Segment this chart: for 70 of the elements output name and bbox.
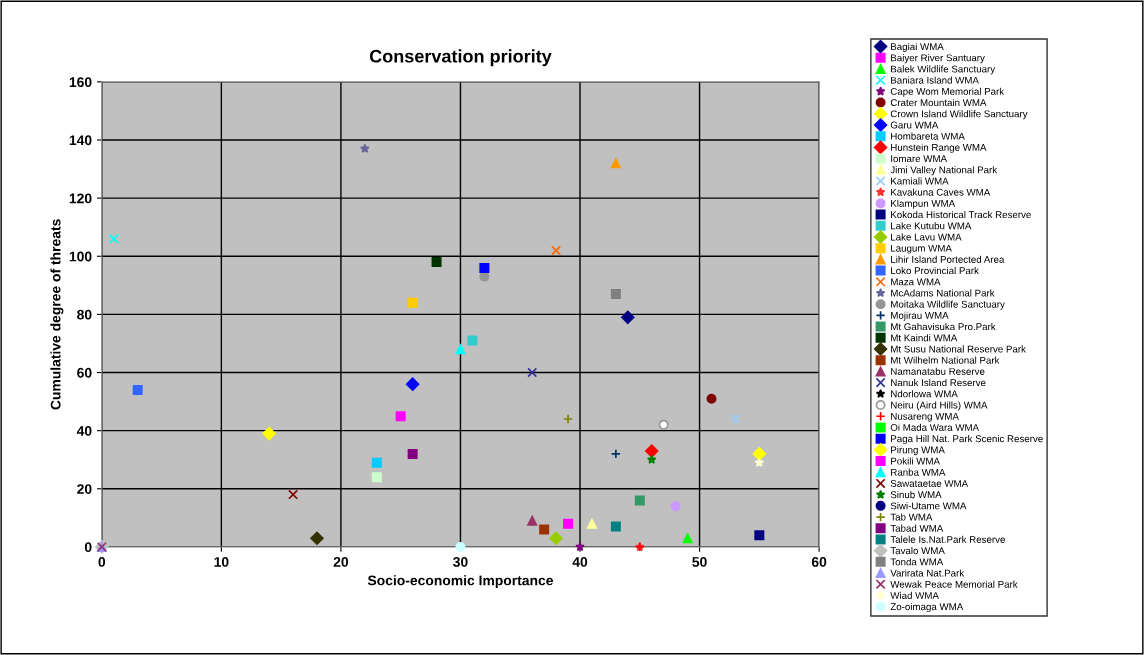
legend-label: Paga Hill Nat. Park Scenic Reserve <box>891 434 1043 445</box>
x-tick-label: 10 <box>214 557 229 567</box>
x-tick-label: 60 <box>811 557 827 567</box>
legend-label: Zo-oimaga WMA <box>890 603 964 613</box>
legend-label: Varirata Nat.Park <box>890 569 965 577</box>
legend-label: Cape Wom Memorial Park <box>890 87 1005 97</box>
legend-label: Lake Kutubu WMA <box>891 222 972 230</box>
legend-label: Bagiai WMA <box>891 42 944 52</box>
legend-label: Kokoda Historical Track Reserve <box>891 210 1031 219</box>
legend-label: Tavalo WMA <box>890 547 945 555</box>
legend-label: Hombareta WMA <box>891 132 965 140</box>
legend-label: Lihir Island Portected Area <box>891 255 1005 263</box>
legend-label: Laugum WMA <box>891 244 952 254</box>
legend-label: Jimi Valley National Park <box>890 166 998 176</box>
legend-label: Pirung WMA <box>891 446 945 456</box>
legend-label: Moitaka Wildlife Sanctuary <box>891 300 1005 310</box>
legend-label: Talele Is.Nat.Park Reserve <box>890 535 1005 543</box>
y-tick-label: 0 <box>84 542 92 553</box>
legend-label: Garu WMA <box>890 121 939 129</box>
x-tick-label: 40 <box>572 557 588 567</box>
chart-title: Conservation priority <box>369 49 552 67</box>
y-axis-title: Cumulative degree of threats <box>50 219 64 410</box>
legend-label: Pokili WMA <box>891 457 940 465</box>
legend-label: Ranba WMA <box>891 468 946 476</box>
x-axis-title: Socio-economic Importance <box>367 575 553 589</box>
legend-label: Wiad WMA <box>890 591 939 599</box>
legend-label: Sinub WMA <box>890 491 942 499</box>
legend-label: Mt Kaindi WMA <box>891 334 958 342</box>
x-tick-label: 50 <box>692 557 707 567</box>
legend-label: Nanuk Island Reserve <box>891 378 986 387</box>
legend-label: Lake Lavu WMA <box>891 233 962 241</box>
y-tick-label: 80 <box>77 309 92 320</box>
legend-label: Tabad WMA <box>890 524 944 532</box>
legend-label: Siwi-Utame WMA <box>890 502 967 510</box>
legend-label: Hunstein Range WMA <box>891 143 987 153</box>
legend-label: Wewak Peace Memorial Park <box>890 580 1018 588</box>
legend-label: Maza WMA <box>891 278 941 286</box>
legend-label: Kavakuna Caves WMA <box>891 188 991 196</box>
legend-label: Mt Susu National Reserve Park <box>891 345 1026 353</box>
x-tick-label: 0 <box>98 557 106 567</box>
legend-label: Nusareng WMA <box>891 412 959 422</box>
legend-label: Baiyer River Santuary <box>891 54 985 64</box>
legend-label: Tab WMA <box>890 513 933 521</box>
y-tick-label: 60 <box>77 367 92 378</box>
x-tick-label: 20 <box>333 557 349 567</box>
legend-label: Namanatabu Reserve <box>891 367 985 375</box>
y-tick-label: 120 <box>69 193 92 204</box>
y-tick-label: 100 <box>69 251 92 262</box>
legend-label: Ndorlowa WMA <box>891 390 958 398</box>
legend-label: Crown Island Wildlife Sanctuary <box>890 110 1028 120</box>
legend-label: Iomare WMA <box>891 155 948 163</box>
legend-label: Tonda WMA <box>890 558 944 566</box>
legend-label: Neiru (Aird Hills) WMA <box>891 401 988 411</box>
y-tick-label: 20 <box>77 484 92 494</box>
y-tick-label: 160 <box>69 77 92 88</box>
legend-label: Crater Mountain WMA <box>890 98 987 107</box>
legend-label: Oi Mada Wara WMA <box>890 423 980 431</box>
y-tick-label: 40 <box>76 426 92 436</box>
x-tick-label: 30 <box>453 557 468 567</box>
legend-label: Sawataetae WMA <box>890 480 969 487</box>
legend-label: Mt Gahavisuka Pro.Park <box>891 322 996 331</box>
legend-label: Balek Wildlife Sanctuary <box>891 65 996 75</box>
legend-label: Mt Wilhelm National Park <box>891 356 1000 364</box>
legend-label: Klampun WMA <box>891 199 956 209</box>
legend-label: McAdams National Park <box>891 289 995 297</box>
legend-label: Mojirau WMA <box>891 311 949 321</box>
legend-label: Loko Provincial Park <box>891 266 979 275</box>
y-tick-label: 140 <box>69 135 92 146</box>
legend-label: Kamiali WMA <box>891 177 949 185</box>
legend-label: Baniara Island WMA <box>891 76 979 84</box>
